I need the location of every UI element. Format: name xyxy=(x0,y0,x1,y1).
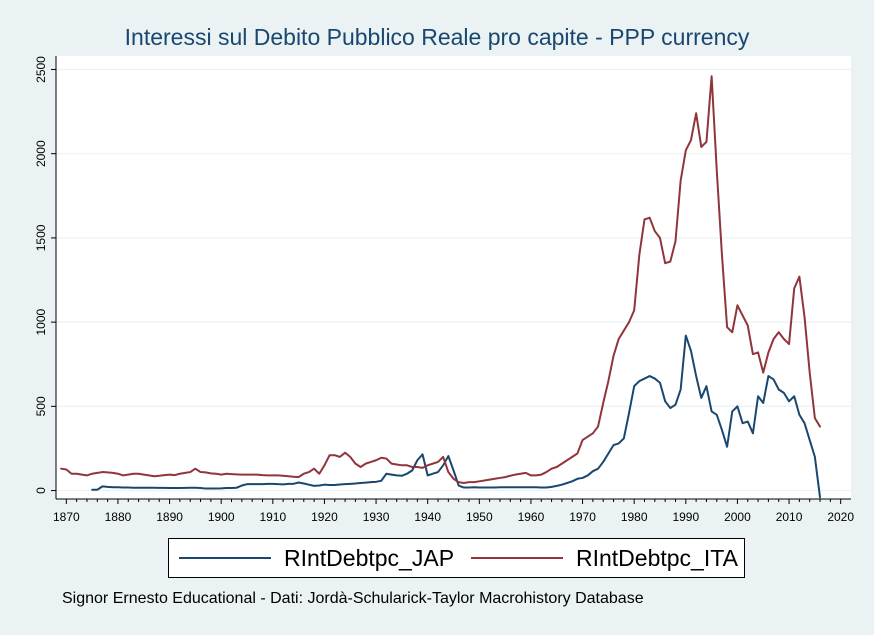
x-tick-label: 2010 xyxy=(776,510,803,524)
x-axis: 1870 1880 1890 1900 1910 1920 1930 1940 1950 1960… xyxy=(53,499,854,524)
y-tick-label: 0 xyxy=(34,487,48,494)
x-tick-label: 1890 xyxy=(156,510,183,524)
x-tick-label: 1960 xyxy=(518,510,545,524)
chart-title: Interessi sul Debito Pubblico Reale pro … xyxy=(124,24,750,50)
x-tick-label: 1990 xyxy=(672,510,699,524)
legend-label-ita: RIntDebtpc_ITA xyxy=(576,544,738,571)
legend-item-ita: RIntDebtpc_ITA xyxy=(471,539,738,577)
y-tick-label: 2000 xyxy=(34,140,48,167)
x-tick-label: 1920 xyxy=(311,510,338,524)
x-tick-label: 1870 xyxy=(53,510,80,524)
footnote: Signor Ernesto Educational - Dati: Jordà… xyxy=(62,590,644,607)
x-tick-label: 2000 xyxy=(724,510,751,524)
x-tick-label: 1980 xyxy=(621,510,648,524)
y-tick-label: 2500 xyxy=(34,56,48,83)
series-line-rintdebtpc-ita xyxy=(60,75,822,484)
x-tick-label: 2020 xyxy=(827,510,854,524)
x-tick-label: 1950 xyxy=(466,510,493,524)
y-axis: 0 500 1000 1500 2000 2500 xyxy=(34,56,56,494)
plot-area xyxy=(56,56,851,499)
x-tick-label: 1930 xyxy=(363,510,390,524)
x-tick-label: 1970 xyxy=(569,510,596,524)
legend-label-jap: RIntDebtpc_JAP xyxy=(284,544,455,571)
grid-lines xyxy=(56,68,851,492)
legend-item-jap: RIntDebtpc_JAP xyxy=(179,539,454,577)
legend: RIntDebtpc_JAP RIntDebtpc_ITA xyxy=(168,538,745,578)
legend-swatch-ita xyxy=(471,557,563,559)
y-tick-label: 500 xyxy=(34,396,48,416)
x-tick-label: 1880 xyxy=(105,510,132,524)
legend-swatch-jap xyxy=(179,557,271,559)
x-tick-label: 1900 xyxy=(208,510,235,524)
x-tick-label: 1940 xyxy=(414,510,441,524)
y-tick-label: 1500 xyxy=(34,224,48,251)
series-layer xyxy=(60,75,822,499)
y-tick-label: 1000 xyxy=(34,308,48,335)
x-tick-label: 1910 xyxy=(259,510,286,524)
series-line-rintdebtpc-jap xyxy=(91,334,822,499)
